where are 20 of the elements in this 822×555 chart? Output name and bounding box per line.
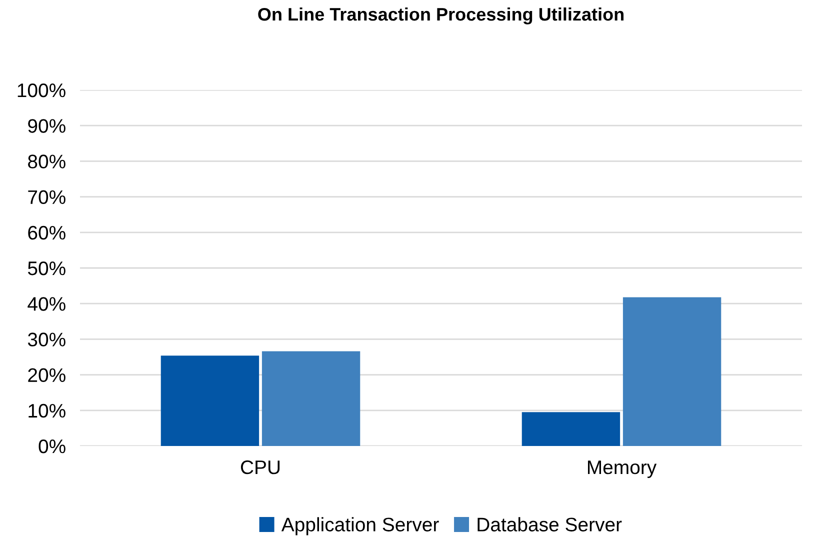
bar	[522, 412, 620, 446]
y-tick-label: 0%	[38, 439, 66, 454]
y-tick-label: 80%	[28, 154, 66, 168]
y-tick-label: 50%	[28, 261, 66, 276]
y-tick-label: 20%	[28, 368, 66, 382]
y-tick-label: 10%	[28, 404, 66, 418]
x-tick-label: Memory	[588, 460, 657, 478]
y-tick-label: 60%	[28, 226, 66, 240]
legend-label: Database Server	[478, 517, 622, 532]
bar	[622, 297, 722, 446]
y-tick-label: 100%	[18, 83, 66, 98]
bar	[160, 356, 260, 446]
x-tick-label: CPU	[240, 460, 280, 474]
y-tick-label: 90%	[28, 119, 66, 133]
y-tick-label: 70%	[28, 190, 66, 204]
y-tick-label: 30%	[28, 332, 66, 346]
legend-label: Application Server	[281, 517, 439, 536]
y-tick-label: 40%	[28, 297, 66, 311]
chart-title: On Line Transaction Processing Utilization	[258, 7, 624, 24]
bar	[262, 351, 360, 446]
